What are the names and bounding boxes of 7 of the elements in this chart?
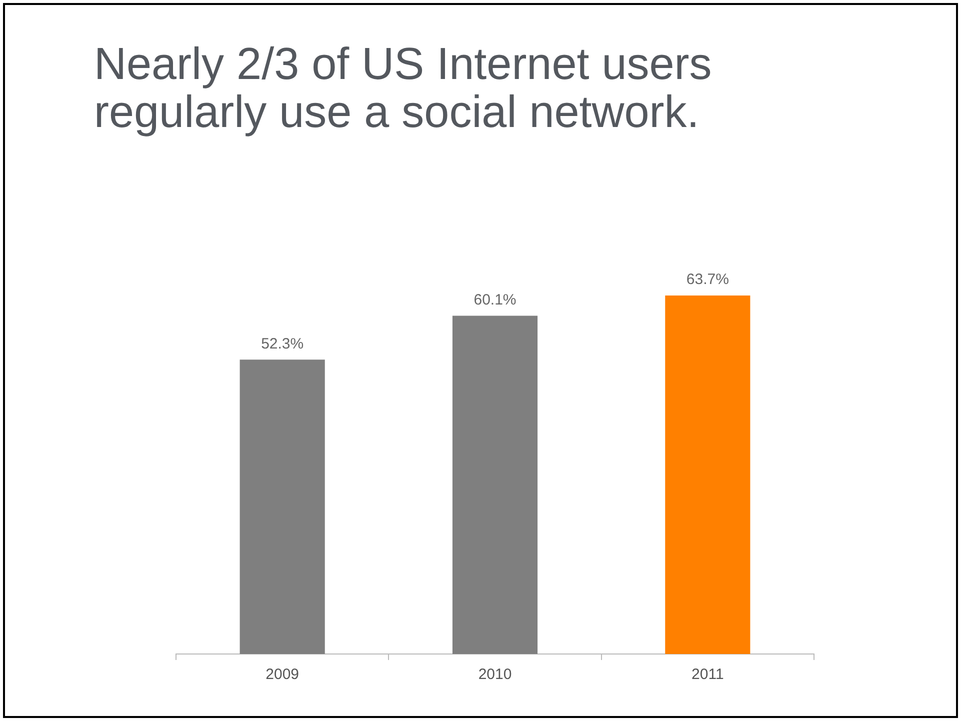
x-tick-label: 2009 — [266, 666, 300, 684]
data-label: 52.3% — [261, 335, 304, 352]
x-tick-label: 2010 — [478, 666, 512, 684]
chart-title: Nearly 2/3 of US Internet users regularly use a social network. — [94, 38, 713, 137]
x-tick-label: 2011 — [692, 666, 724, 684]
data-label: 60.1% — [474, 291, 516, 308]
data-label: 63.7% — [686, 271, 729, 288]
